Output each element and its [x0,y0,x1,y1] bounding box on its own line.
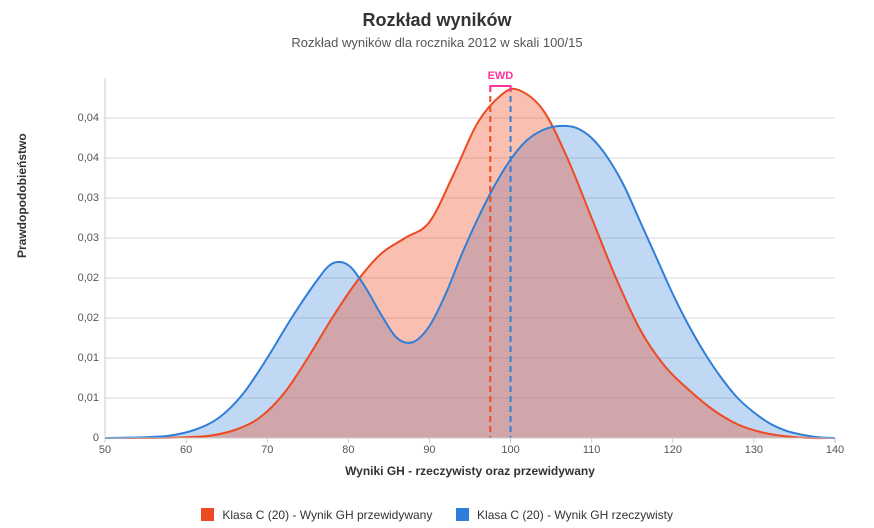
y-axis-label: Prawdopodobieństwo [15,133,29,258]
legend-swatch-predicted [201,508,214,521]
y-tick-label: 0,04 [78,112,99,124]
legend-item-predicted[interactable]: Klasa C (20) - Wynik GH przewidywany [201,508,432,522]
y-tick-label: 0,01 [78,352,99,364]
chart-svg [105,78,835,438]
x-tick-label: 100 [501,444,519,456]
y-tick-label: 0,02 [78,272,99,284]
x-tick-label: 80 [342,444,354,456]
x-tick-label: 50 [99,444,111,456]
y-tick-label: 0,01 [78,392,99,404]
x-tick-label: 120 [664,444,682,456]
legend-swatch-actual [456,508,469,521]
y-tick-label: 0 [93,432,99,444]
chart-title: Rozkład wyników [0,0,874,31]
chart-subtitle: Rozkład wyników dla rocznika 2012 w skal… [0,35,874,50]
x-tick-label: 60 [180,444,192,456]
legend-label-predicted: Klasa C (20) - Wynik GH przewidywany [222,508,432,522]
ewd-label: EWD [488,70,514,82]
chart-plot-area: Wyniki GH - rzeczywisty oraz przewidywan… [105,78,835,438]
legend-label-actual: Klasa C (20) - Wynik GH rzeczywisty [477,508,673,522]
y-tick-label: 0,02 [78,312,99,324]
chart-legend: Klasa C (20) - Wynik GH przewidywany Kla… [0,508,874,522]
legend-item-actual[interactable]: Klasa C (20) - Wynik GH rzeczywisty [456,508,673,522]
x-tick-label: 130 [745,444,763,456]
x-tick-label: 90 [423,444,435,456]
x-axis-label: Wyniki GH - rzeczywisty oraz przewidywan… [105,464,835,478]
y-tick-label: 0,04 [78,152,99,164]
y-tick-label: 0,03 [78,232,99,244]
chart-container: Prawdopodobieństwo Wyniki GH - rzeczywis… [65,78,835,468]
x-tick-label: 140 [826,444,844,456]
x-tick-label: 70 [261,444,273,456]
y-tick-label: 0,03 [78,192,99,204]
x-tick-label: 110 [583,444,601,456]
